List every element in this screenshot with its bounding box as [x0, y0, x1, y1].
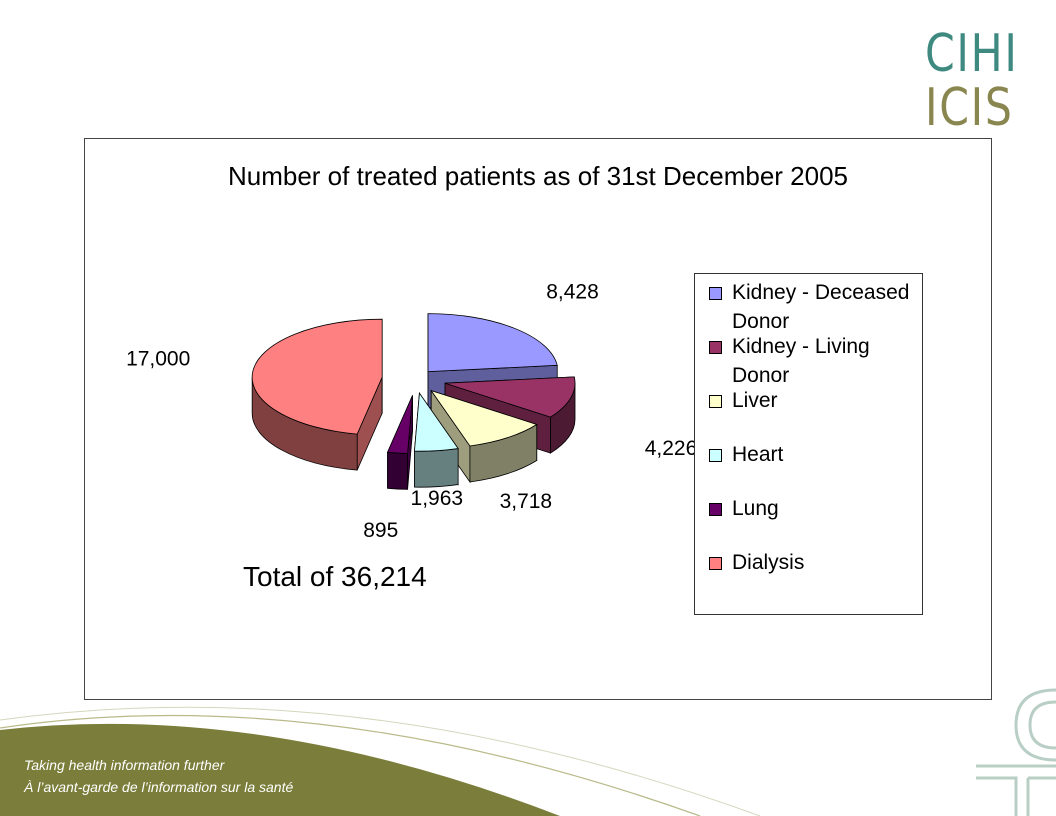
legend-swatch-2: [709, 395, 722, 408]
pie-chart: 8,428 4,226 3,718 1,963 895 17,000: [126, 281, 698, 542]
pie-slice-top-3: [414, 392, 459, 452]
data-label-1: 4,226: [645, 437, 698, 460]
logo-line-icis: ICIS: [925, 78, 1014, 138]
data-label-0: 8,428: [546, 281, 599, 304]
legend-label-4: Lung: [732, 497, 779, 520]
chart-title: Number of treated patients as of 31st De…: [227, 161, 848, 191]
decorative-swirl-icon: [976, 688, 1056, 816]
pie-slice-2: [430, 389, 538, 484]
pie-slice-top-5: [251, 318, 383, 435]
pie-slice-top-0: [427, 313, 558, 373]
tagline-english: Taking health information further: [24, 757, 225, 773]
legend-label-0: Kidney - Deceased Donor: [732, 281, 910, 333]
chart-legend: Kidney - Deceased Donor Kidney - Living D…: [694, 273, 923, 615]
pie-slice-side-3: [414, 448, 459, 488]
data-label-2: 3,718: [500, 490, 553, 513]
legend-swatch-3: [709, 449, 722, 462]
pie-slice-3: [414, 391, 459, 488]
logo-line-cihi: CIHI: [925, 24, 1019, 84]
data-label-5: 17,000: [126, 348, 190, 371]
tagline-french: À l’avant-garde de l’information sur la …: [24, 779, 294, 795]
legend-label-2: Liver: [732, 389, 778, 412]
legend-label-5: Dialysis: [732, 551, 805, 574]
legend-label-1: Kidney - Living Donor: [732, 335, 870, 387]
cihi-logo: CIHI ICIS: [925, 28, 1035, 134]
total-label: Total of 36,214: [243, 561, 427, 592]
legend-swatch-4: [709, 503, 722, 516]
pie-slice-4: [386, 395, 413, 490]
footer-band: [0, 706, 761, 816]
pie-slice-top-2: [430, 389, 538, 447]
legend-swatch-5: [709, 557, 722, 570]
pie-slice-side-4: [387, 451, 408, 490]
pie-slice-top-1: [444, 376, 576, 418]
data-label-4: 895: [363, 519, 398, 542]
pie-slice-5: [251, 318, 383, 471]
legend-label-3: Heart: [732, 443, 784, 466]
chart-frame: Number of treated patients as of 31st De…: [84, 138, 992, 700]
data-label-3: 1,963: [411, 487, 464, 510]
legend-swatch-1: [709, 341, 722, 354]
legend-swatch-0: [709, 287, 722, 300]
pie-slice-top-4: [386, 395, 413, 454]
